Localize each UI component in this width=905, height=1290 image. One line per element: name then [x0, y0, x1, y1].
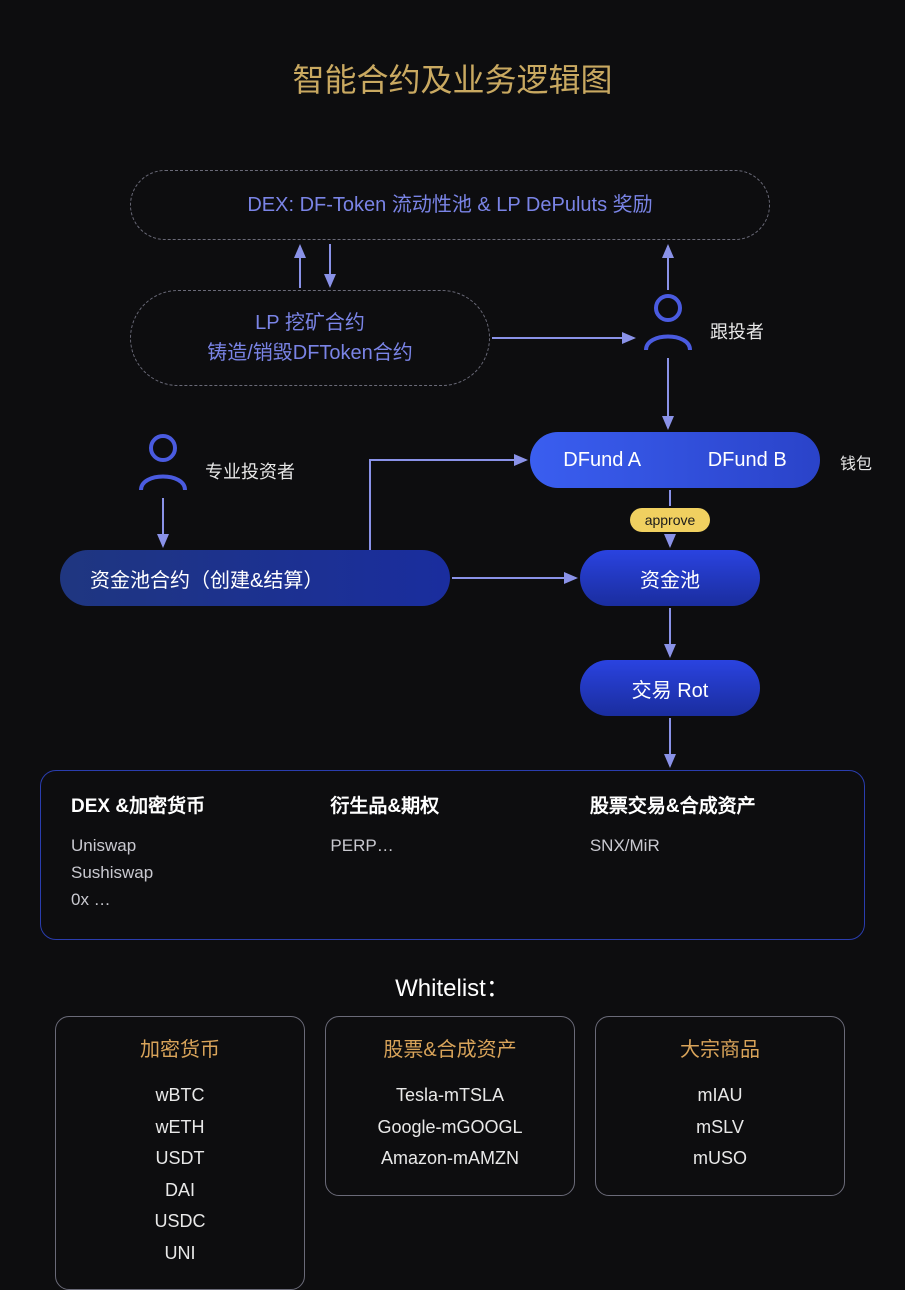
- market-col-derivatives: 衍生品&期权 PERP…: [330, 791, 574, 919]
- wl-c3-i2: mUSO: [608, 1143, 832, 1175]
- wl-panel-crypto: 加密货币 wBTC wETH USDT DAI USDC UNI: [55, 1016, 305, 1290]
- wl-col1-heading: 加密货币: [68, 1033, 292, 1062]
- arrows-layer: [0, 0, 905, 780]
- market-col1-heading: DEX &加密货币: [71, 791, 315, 818]
- wl-c1-i0: wBTC: [68, 1080, 292, 1112]
- wl-c1-i5: UNI: [68, 1238, 292, 1270]
- wl-panel-commodities: 大宗商品 mIAU mSLV mUSO: [595, 1016, 845, 1196]
- wl-c1-i4: USDC: [68, 1206, 292, 1238]
- wl-c1-i2: USDT: [68, 1143, 292, 1175]
- wl-c1-i1: wETH: [68, 1112, 292, 1144]
- wl-c3-i0: mIAU: [608, 1080, 832, 1112]
- wl-c2-i2: Amazon-mAMZN: [338, 1143, 562, 1175]
- market-col2-item0: PERP…: [330, 832, 574, 859]
- wl-col3-heading: 大宗商品: [608, 1033, 832, 1062]
- whitelist-title: Whitelist：: [0, 968, 905, 1003]
- market-col3-item0: SNX/MiR: [590, 832, 834, 859]
- wl-panel-stocks: 股票&合成资产 Tesla-mTSLA Google-mGOOGL Amazon…: [325, 1016, 575, 1196]
- market-col-stocks: 股票交易&合成资产 SNX/MiR: [590, 791, 834, 919]
- market-col1-item1: Sushiswap: [71, 859, 315, 886]
- wl-c3-i1: mSLV: [608, 1112, 832, 1144]
- market-col1-item2: 0x …: [71, 886, 315, 913]
- market-col3-heading: 股票交易&合成资产: [590, 791, 834, 818]
- wl-c2-i0: Tesla-mTSLA: [338, 1080, 562, 1112]
- market-col2-heading: 衍生品&期权: [330, 791, 574, 818]
- wl-col2-heading: 股票&合成资产: [338, 1033, 562, 1062]
- market-panel: DEX &加密货币 Uniswap Sushiswap 0x … 衍生品&期权 …: [40, 770, 865, 940]
- wl-c1-i3: DAI: [68, 1175, 292, 1207]
- market-col1-item0: Uniswap: [71, 832, 315, 859]
- wl-c2-i1: Google-mGOOGL: [338, 1112, 562, 1144]
- market-col-dex: DEX &加密货币 Uniswap Sushiswap 0x …: [71, 791, 315, 919]
